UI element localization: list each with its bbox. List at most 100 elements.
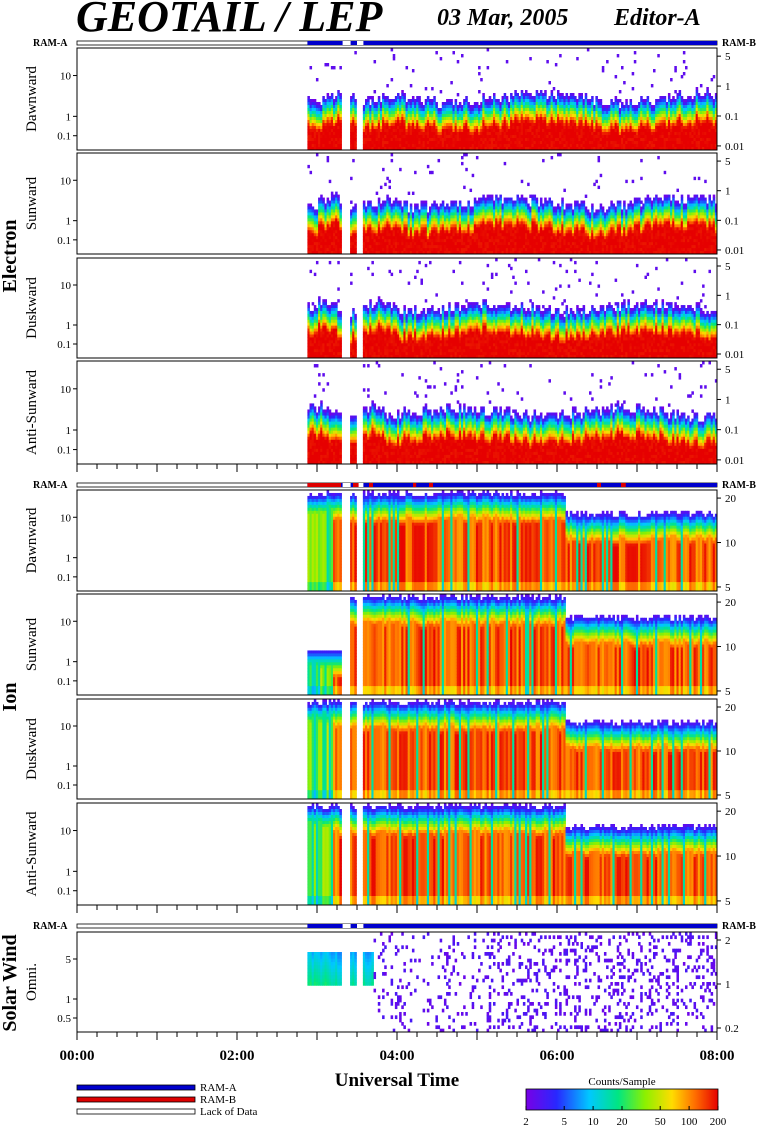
heatmap-cell [456,114,460,118]
heatmap-cell [450,209,453,213]
heatmap-cell [510,242,513,246]
heatmap-cell [501,221,505,225]
heatmap-cell [497,126,500,130]
heatmap-cell [699,147,703,150]
heatmap-cell [486,105,490,109]
heatmap-cell [433,203,436,207]
heatmap-cell [307,120,310,124]
heatmap-cell [337,236,340,240]
heatmap-cell [318,114,321,118]
heatmap-cell [685,135,688,139]
heatmap-cell [439,212,443,216]
heatmap-cell [478,66,481,70]
heatmap-cell [411,135,415,139]
heatmap-cell [424,123,428,127]
heatmap-cell [603,135,607,139]
heatmap-cell [399,236,402,240]
heatmap-cell [580,93,583,97]
heatmap-cell [663,102,667,106]
heatmap-cell [640,138,643,142]
heatmap-cell [687,108,690,112]
heatmap-cell [328,126,332,130]
heatmap-cell [593,138,596,142]
heatmap-cell [424,102,428,106]
heatmap-cell [499,117,502,121]
heatmap-cell [369,129,372,133]
heatmap-cell [330,233,334,237]
heatmap-cell [354,242,357,246]
heatmap-cell [533,96,537,100]
heatmap-cell [461,155,464,160]
heatmap-cell [371,105,374,109]
heatmap-cell [456,60,460,64]
heatmap-cell [676,138,679,142]
heatmap-cell [426,227,430,231]
heatmap-cell [394,102,398,106]
heatmap-cell [337,132,340,136]
heatmap-cell [456,144,460,148]
heatmap-cell [401,135,404,139]
heatmap-cell [704,147,707,150]
heatmap-cell [495,114,498,118]
heatmap-cell [565,147,569,150]
heatmap-cell [685,129,688,133]
heatmap-cell [397,251,400,254]
heatmap-cell [371,233,374,237]
heatmap-cell [633,147,637,150]
heatmap-cell [682,141,686,145]
heatmap-cell [714,138,717,142]
heatmap-cell [411,102,415,106]
heatmap-cell [382,135,385,139]
heatmap-cell [320,245,323,249]
heatmap-cell [661,111,665,115]
heatmap-cell [399,221,402,225]
heatmap-cell [473,215,477,219]
heatmap-cell [365,206,368,210]
heatmap-cell [699,120,703,124]
heatmap-cell [454,233,458,237]
heatmap-cell [458,144,462,148]
heatmap-cell [670,78,673,82]
heatmap-cell [354,245,357,249]
heatmap-cell [456,245,460,249]
heatmap-cell [375,221,379,225]
heatmap-cell [680,105,684,109]
heatmap-cell [493,114,496,118]
heatmap-cell [480,239,483,243]
heatmap-cell [680,138,684,142]
heatmap-cell [322,197,325,201]
heatmap-cell [465,126,468,130]
heatmap-cell [458,114,462,118]
heatmap-cell [574,135,577,139]
heatmap-cell [405,111,409,115]
heatmap-cell [503,227,507,231]
heatmap-cell [379,212,383,216]
heatmap-cell [407,227,411,231]
heatmap-cell [497,227,500,231]
heatmap-cell [441,209,445,213]
heatmap-cell [497,236,500,240]
heatmap-cell [418,105,421,109]
heatmap-cell [601,120,605,124]
heatmap-cell [373,215,377,219]
heatmap-cell [311,206,315,210]
heatmap-cell [452,108,455,112]
heatmap-cell [667,123,671,127]
heatmap-cell [401,236,404,240]
heatmap-cell [350,248,353,252]
heatmap-cell [429,221,432,225]
heatmap-cell [706,135,709,139]
heatmap-cell [678,102,682,106]
heatmap-cell [454,221,458,225]
heatmap-cell [712,117,716,121]
heatmap-cell [484,197,487,201]
heatmap-cell [448,135,451,139]
heatmap-cell [318,221,321,225]
heatmap-cell [603,144,607,148]
heatmap-cell [465,108,468,112]
heatmap-cell [529,111,532,115]
heatmap-cell [548,99,551,103]
heatmap-cell [693,123,697,127]
heatmap-cell [708,114,711,118]
heatmap-cell [471,105,475,109]
